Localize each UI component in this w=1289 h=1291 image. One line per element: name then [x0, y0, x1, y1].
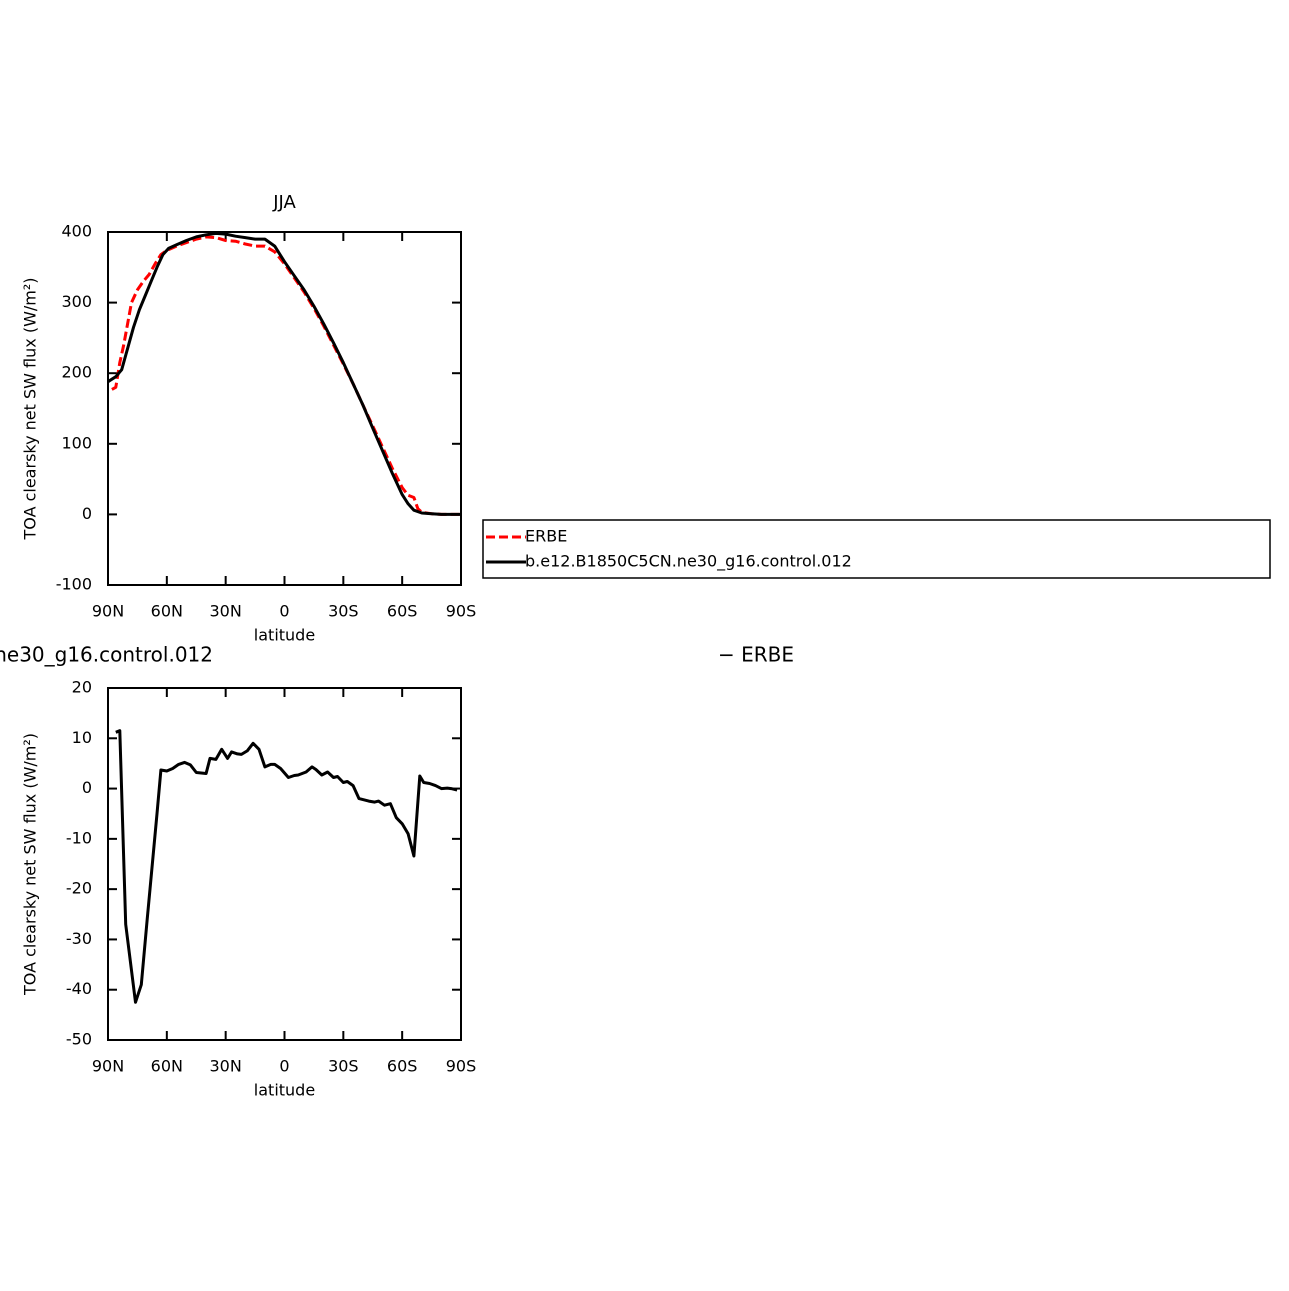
chart-title: JJA: [272, 192, 296, 213]
y-axis-label: TOA clearsky net SW flux (W/m²): [21, 733, 40, 996]
y-tick-label: -100: [56, 575, 92, 594]
x-tick-label: 0: [279, 602, 289, 621]
x-tick-label: 30S: [328, 602, 359, 621]
x-tick-label: 90S: [446, 602, 477, 621]
y-tick-label: 400: [61, 222, 92, 241]
y-tick-label: -20: [66, 879, 92, 898]
y-tick-label: 10: [72, 728, 92, 747]
x-tick-label: 90S: [446, 1057, 477, 1076]
y-tick-label: -40: [66, 979, 92, 998]
y-tick-label: 300: [61, 292, 92, 311]
chart-title-left: b.e12.B1850C5CN.ne30_g16.control.012: [0, 643, 213, 667]
y-tick-label: 0: [82, 504, 92, 523]
chart-title-right: − ERBE: [718, 643, 794, 667]
data-line: [111, 235, 461, 516]
x-axis-label: latitude: [254, 626, 315, 645]
y-tick-label: -10: [66, 828, 92, 847]
x-tick-label: 60S: [387, 602, 418, 621]
y-tick-label: -30: [66, 929, 92, 948]
x-axis-label: latitude: [254, 1081, 315, 1100]
legend-label: ERBE: [525, 527, 567, 546]
y-tick-label: 200: [61, 363, 92, 382]
x-tick-label: 60N: [151, 602, 183, 621]
x-tick-label: 30S: [328, 1057, 359, 1076]
legend-label: b.e12.B1850C5CN.ne30_g16.control.012: [525, 552, 852, 572]
plot-frame: [107, 687, 462, 1041]
x-tick-label: 30N: [210, 602, 242, 621]
x-tick-label: 0: [279, 1057, 289, 1076]
x-tick-label: 60S: [387, 1057, 418, 1076]
y-tick-label: 20: [72, 678, 92, 697]
y-tick-label: 100: [61, 433, 92, 452]
y-tick-label: -50: [66, 1030, 92, 1049]
legend-box: [482, 519, 1271, 579]
data-line: [115, 729, 458, 1004]
y-tick-label: 0: [82, 778, 92, 797]
y-axis-label: TOA clearsky net SW flux (W/m²): [21, 277, 40, 540]
plot-frame: [107, 231, 462, 586]
x-tick-label: 90N: [92, 602, 124, 621]
data-line: [107, 231, 461, 516]
x-tick-label: 30N: [210, 1057, 242, 1076]
x-tick-label: 90N: [92, 1057, 124, 1076]
x-tick-label: 60N: [151, 1057, 183, 1076]
